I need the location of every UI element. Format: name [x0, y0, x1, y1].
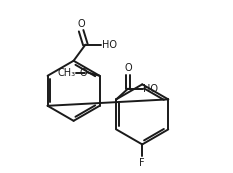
Text: CH₃: CH₃ [57, 68, 75, 78]
Text: O: O [79, 68, 87, 78]
Text: F: F [139, 158, 145, 168]
Text: HO: HO [102, 40, 117, 50]
Text: O: O [77, 19, 85, 29]
Text: O: O [124, 63, 132, 73]
Text: HO: HO [144, 84, 158, 94]
